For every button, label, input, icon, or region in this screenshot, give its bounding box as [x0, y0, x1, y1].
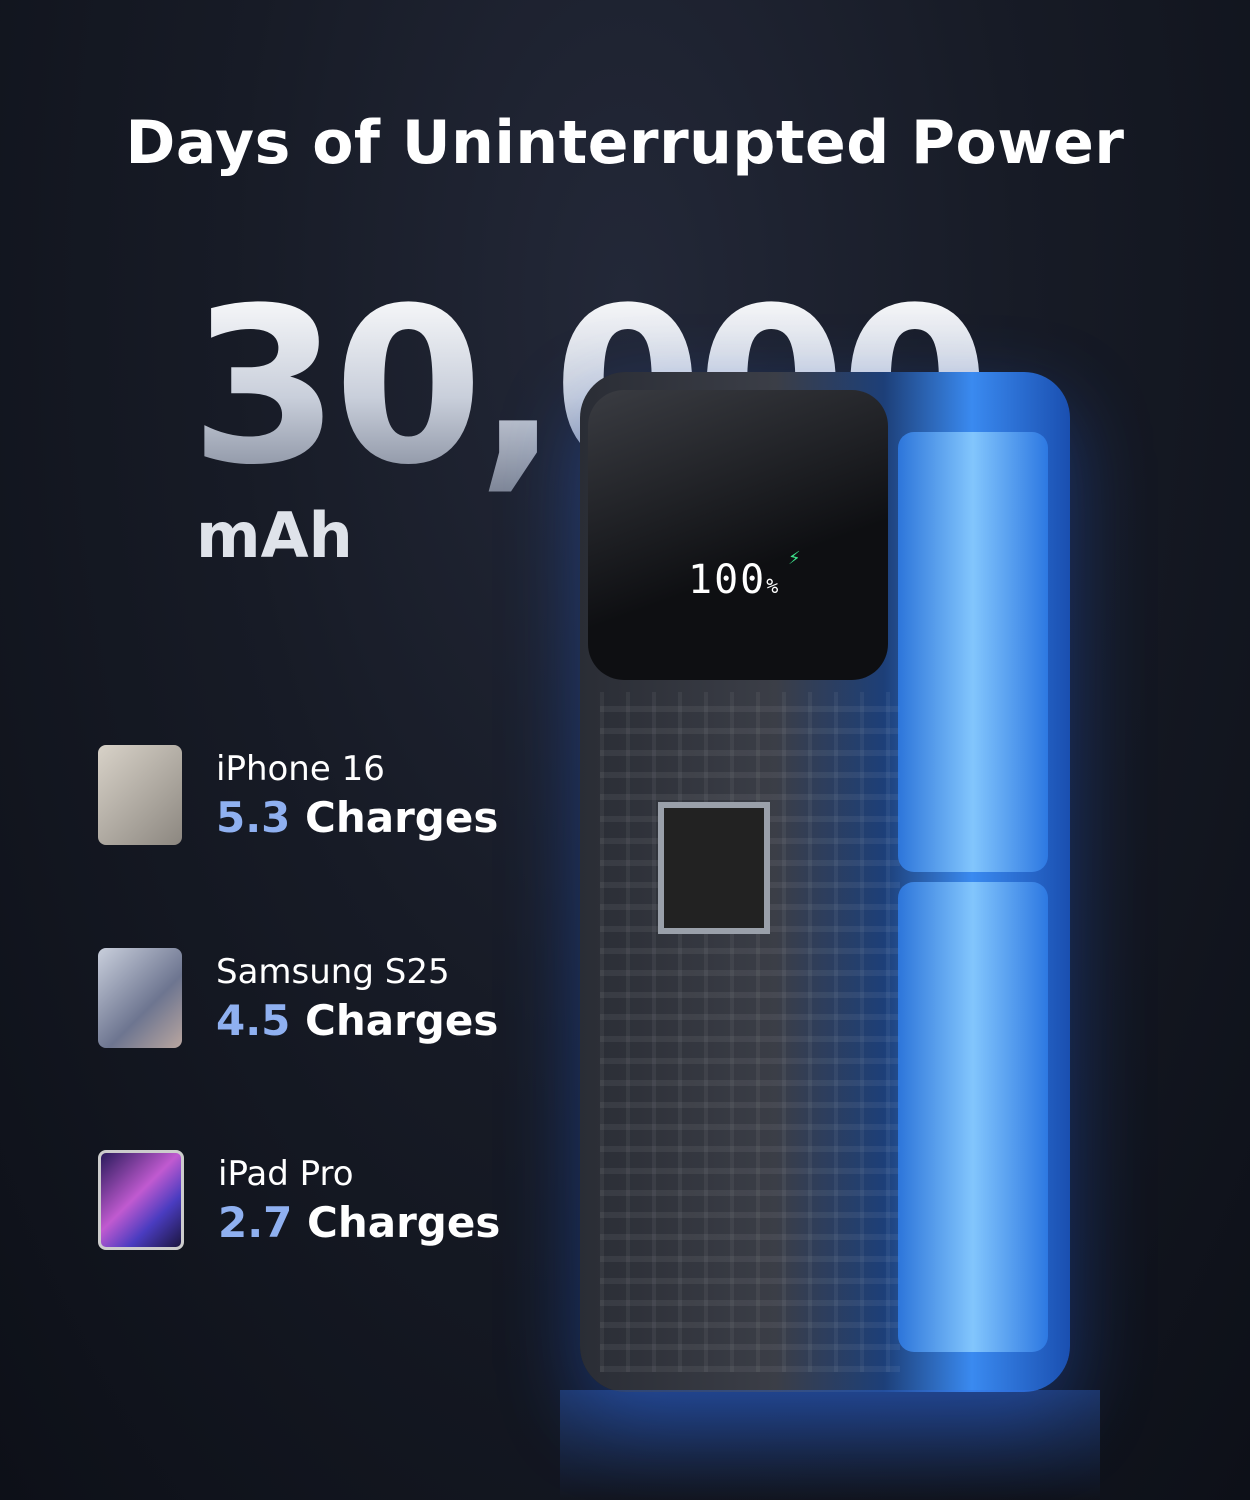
device-ipad: iPad Pro 2.7 Charges	[98, 1150, 500, 1250]
battery-percent: 100	[688, 557, 767, 603]
charge-label: Charges	[305, 995, 499, 1045]
battery-cell	[898, 432, 1048, 872]
charge-count: 4.5	[216, 995, 291, 1045]
device-iphone: iPhone 16 5.3 Charges	[98, 745, 498, 845]
lightning-icon: ⚡	[788, 548, 801, 569]
power-bank-image: ⚡ 100%	[580, 372, 1070, 1392]
charge-count: 2.7	[218, 1197, 293, 1247]
capacity-unit: mAh	[196, 499, 353, 572]
reflection	[560, 1390, 1100, 1500]
display-panel: ⚡ 100%	[588, 390, 888, 680]
charge-label: Charges	[305, 792, 499, 842]
chip	[658, 802, 770, 934]
device-name: iPhone 16	[216, 748, 385, 789]
headline: Days of Uninterrupted Power	[125, 108, 1125, 178]
battery-display: 100%	[688, 558, 780, 602]
samsung-image	[98, 948, 182, 1048]
battery-cell	[898, 882, 1048, 1352]
percent-sign: %	[766, 574, 781, 598]
device-name: Samsung S25	[216, 951, 450, 992]
circuit-board	[600, 692, 900, 1372]
iphone-image	[98, 745, 182, 845]
charge-count: 5.3	[216, 792, 291, 842]
charge-label: Charges	[307, 1197, 501, 1247]
device-samsung: Samsung S25 4.5 Charges	[98, 948, 498, 1048]
ipad-image	[98, 1150, 184, 1250]
device-name: iPad Pro	[218, 1153, 354, 1194]
